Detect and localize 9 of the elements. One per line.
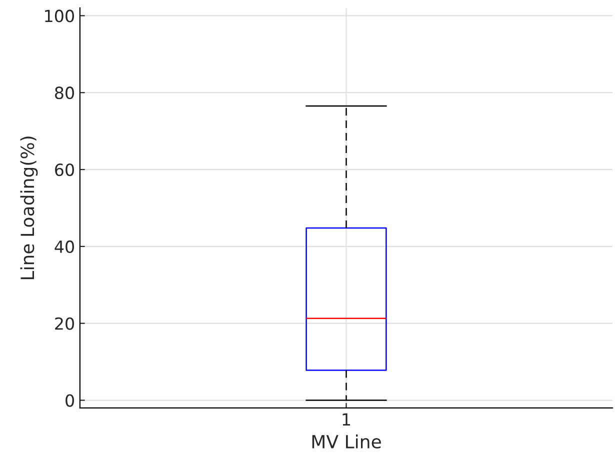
y-axis-title: Line Loading(%) xyxy=(20,136,38,280)
y-tick-label: 40 xyxy=(54,240,74,254)
x-tick-label: 1 xyxy=(342,413,350,426)
y-tick-label: 20 xyxy=(55,317,74,330)
y-tick-label: 60 xyxy=(55,163,74,176)
y-tick-label: 0 xyxy=(66,394,74,407)
y-tick-label: 80 xyxy=(55,86,74,100)
x-axis-title: MV Line xyxy=(312,434,381,448)
y-tick-label: 100 xyxy=(45,10,74,22)
